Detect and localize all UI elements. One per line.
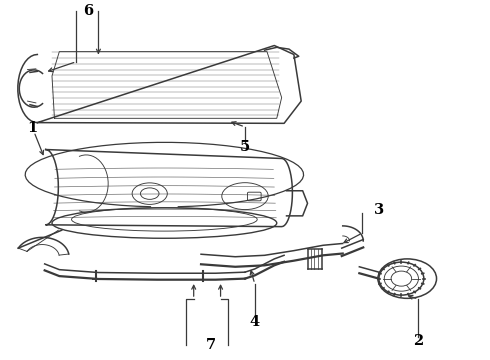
- Text: 4: 4: [250, 315, 260, 329]
- Text: 6: 6: [84, 4, 94, 18]
- Text: 3: 3: [374, 203, 385, 217]
- Text: 1: 1: [27, 121, 38, 135]
- Polygon shape: [18, 45, 301, 123]
- Polygon shape: [46, 149, 293, 226]
- Text: 5: 5: [240, 140, 250, 154]
- Text: 7: 7: [206, 338, 216, 352]
- Polygon shape: [287, 191, 308, 216]
- Text: 2: 2: [414, 334, 423, 348]
